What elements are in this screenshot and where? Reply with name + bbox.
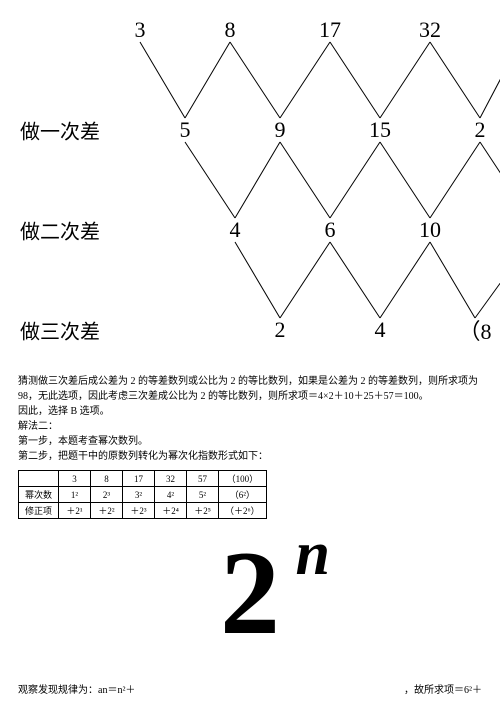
table-row: 38173257（100）: [19, 471, 267, 487]
paragraph-line: 第一步，本题考查幂次数列。: [18, 434, 482, 449]
diagram-number: 4: [375, 317, 386, 343]
explanation-text: 猜测做三次差后成公差为 2 的等差数列或公比为 2 的等比数列，如果是公差为 2…: [0, 370, 500, 464]
row-label: 做三次差: [20, 316, 100, 345]
table-cell: ＋2³: [123, 503, 155, 519]
paragraph-line: 因此，选择 B 选项。: [18, 404, 482, 419]
table-cell: （6²）: [219, 487, 267, 503]
table-cell: 8: [91, 471, 123, 487]
table-cell: 幂次数: [19, 487, 59, 503]
table-cell: （＋2⁶）: [219, 503, 267, 519]
table-cell: （100）: [219, 471, 267, 487]
paragraph-line: 第二步，把题干中的原数列转化为幂次化指数形式如下：: [18, 449, 482, 464]
row-label: 做二次差: [20, 216, 100, 245]
power-table: 38173257（100）幂次数1²2³3²4²5²（6²）修正项＋2¹＋2²＋…: [18, 470, 267, 519]
diagram-number: 32: [419, 17, 441, 43]
paragraph-line: 猜测做三次差后成公差为 2 的等差数列或公比为 2 的等比数列，如果是公差为 2…: [18, 374, 482, 404]
table-row: 幂次数1²2³3²4²5²（6²）: [19, 487, 267, 503]
diagram-number: 2: [275, 317, 286, 343]
table-cell: ＋2²: [91, 503, 123, 519]
row-label: 做一次差: [20, 116, 100, 145]
diagram-number: 8: [225, 17, 236, 43]
diagram-number: 15: [369, 117, 391, 143]
power-table-wrap: 38173257（100）幂次数1²2³3²4²5²（6²）修正项＋2¹＋2²＋…: [0, 464, 500, 525]
table-cell: 1²: [59, 487, 91, 503]
table-cell: 修正项: [19, 503, 59, 519]
table-cell: 3²: [123, 487, 155, 503]
bottom-left: 观察发现规律为：an＝n²＋: [18, 681, 135, 696]
table-cell: 5²: [187, 487, 219, 503]
table-cell: 32: [155, 471, 187, 487]
diagram-lines: [0, 0, 500, 370]
bottom-line: 观察发现规律为：an＝n²＋ ，故所求项＝6²＋: [0, 681, 500, 696]
diagram-number: 3: [135, 17, 146, 43]
paragraph-line: 解法二：: [18, 419, 482, 434]
bottom-right: ，故所求项＝6²＋: [404, 681, 482, 696]
formula-base: 2: [220, 526, 280, 659]
formula-block: 2 n: [0, 533, 500, 653]
table-cell: ＋2⁴: [155, 503, 187, 519]
diagram-number: 10: [419, 217, 441, 243]
formula-exp: n: [296, 523, 330, 585]
difference-diagram: 3 8 17 32 做一次差 5 9 15 2 做二次差 4 6 10 做三次差 2 4 （8: [0, 0, 500, 370]
table-cell: 17: [123, 471, 155, 487]
diagram-number: 17: [319, 17, 341, 43]
diagram-number: （8: [458, 314, 491, 346]
diagram-number: 5: [180, 117, 191, 143]
table-cell: ＋2⁵: [187, 503, 219, 519]
diagram-number: 6: [325, 217, 336, 243]
table-cell: ＋2¹: [59, 503, 91, 519]
table-row: 修正项＋2¹＋2²＋2³＋2⁴＋2⁵（＋2⁶）: [19, 503, 267, 519]
diagram-number: 2: [475, 117, 486, 143]
table-cell: [19, 471, 59, 487]
diagram-number: 9: [275, 117, 286, 143]
table-cell: 3: [59, 471, 91, 487]
table-cell: 2³: [91, 487, 123, 503]
table-cell: 4²: [155, 487, 187, 503]
table-cell: 57: [187, 471, 219, 487]
diagram-number: 4: [230, 217, 241, 243]
